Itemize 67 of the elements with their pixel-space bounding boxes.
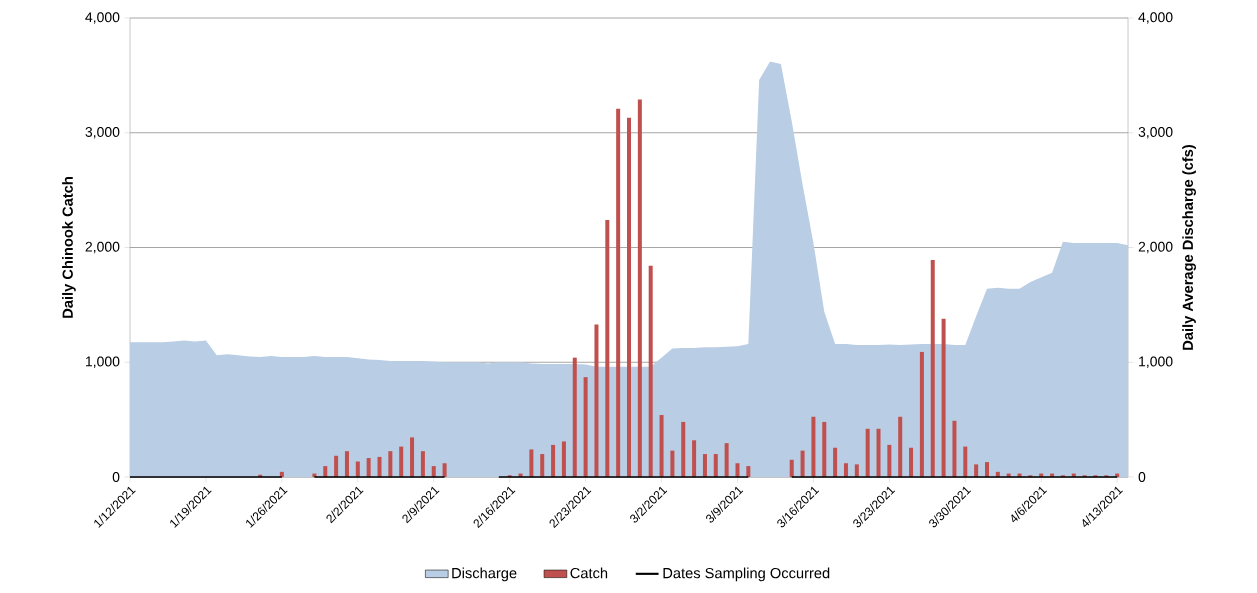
bar (431, 466, 436, 477)
bar (843, 463, 848, 477)
bar (692, 440, 697, 477)
bar (388, 451, 393, 477)
bar (681, 421, 686, 477)
bar (561, 441, 566, 477)
bar (898, 416, 903, 477)
y2-tick-label: 4,000 (1138, 12, 1173, 24)
legend-label: Dates Sampling Occurred (663, 567, 830, 582)
bar (702, 454, 707, 477)
bar (355, 461, 360, 477)
y2-axis-title: Daily Average Discharge (cfs) (1182, 145, 1196, 350)
bar (811, 416, 816, 477)
bar (930, 260, 935, 477)
bar (551, 444, 556, 477)
y2-tick-label: 2,000 (1138, 241, 1173, 254)
bar (909, 447, 914, 477)
bar (648, 265, 653, 477)
bar (724, 443, 729, 477)
bar (974, 464, 979, 477)
legend-label: Discharge (452, 567, 517, 582)
bar (442, 463, 447, 477)
bar (941, 318, 946, 477)
bar (789, 459, 794, 477)
y-tick-label: 0 (112, 472, 120, 482)
y2-tick-label: 0 (1138, 472, 1146, 482)
bar (616, 108, 621, 477)
bar (984, 462, 989, 477)
bar (399, 446, 404, 477)
bar (746, 466, 751, 477)
bar (919, 351, 924, 477)
bar (713, 454, 718, 477)
bar (420, 451, 425, 477)
bar (529, 449, 534, 477)
bar (876, 428, 881, 477)
bar (583, 377, 588, 477)
bar (952, 420, 957, 477)
bar (627, 117, 632, 477)
y2-tick-label: 3,000 (1138, 126, 1173, 139)
y-tick-label: 1,000 (85, 356, 120, 369)
bar (887, 444, 892, 477)
y-axis-title: Daily Chinook Catch (62, 177, 76, 318)
bar (540, 454, 545, 477)
bar (833, 447, 838, 477)
bar (410, 437, 415, 477)
bar (366, 458, 371, 477)
legend-label: Catch (570, 567, 608, 579)
bar (605, 219, 610, 477)
bar (572, 357, 577, 477)
bar (670, 450, 675, 477)
bar (735, 463, 740, 477)
y-tick-label: 3,000 (85, 126, 120, 139)
bar (323, 466, 328, 477)
bar (854, 464, 859, 477)
bar (822, 421, 827, 477)
y-tick-label: 2,000 (85, 241, 120, 254)
bar (377, 456, 382, 477)
y-tick-label: 4,000 (85, 12, 120, 24)
y2-tick-label: 1,000 (1139, 356, 1173, 369)
bar (637, 99, 642, 477)
bar (963, 446, 968, 477)
bar (344, 451, 349, 477)
bar (334, 455, 339, 477)
bar (594, 324, 599, 477)
bar (659, 415, 664, 477)
bar (800, 450, 805, 477)
bar (865, 428, 870, 477)
